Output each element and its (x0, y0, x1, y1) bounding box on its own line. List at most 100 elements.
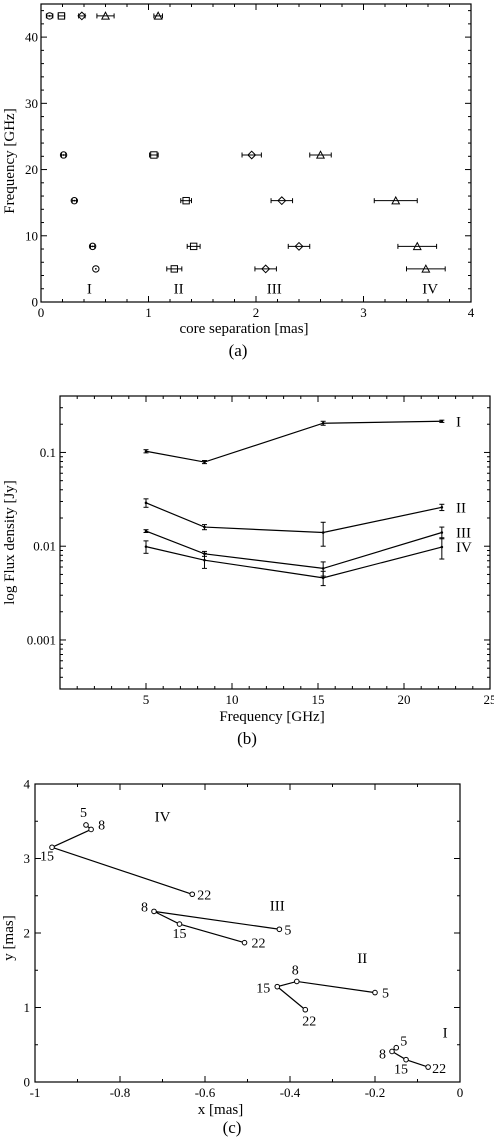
y-tick-label: 10 (25, 228, 38, 243)
x-tick-label: 5 (143, 692, 150, 707)
x-axis-label: core separation [mas] (179, 321, 308, 337)
track-point (176, 921, 183, 927)
data-point-dot (91, 245, 94, 248)
data-point-square (189, 242, 198, 251)
frequency-label: 15 (256, 982, 270, 997)
series-label: II (456, 500, 466, 516)
data-point-circle (92, 265, 100, 273)
frequency-label: 22 (302, 1015, 316, 1030)
frequency-label: 15 (394, 1063, 408, 1078)
frequency-label: 5 (80, 806, 87, 821)
panel-label: (c) (223, 1118, 242, 1137)
track-point (276, 926, 283, 933)
data-point-triangle (391, 195, 401, 205)
track-line (50, 824, 193, 895)
frequency-label: 5 (400, 1035, 407, 1050)
data-point (321, 576, 325, 580)
data-point (321, 567, 325, 570)
region-label: III (267, 281, 282, 297)
track-point (393, 1044, 400, 1051)
x-tick-label: -0.2 (365, 1085, 386, 1100)
data-point-circle (88, 242, 97, 251)
y-tick-label: 3 (24, 851, 31, 866)
data-point-diamond (247, 150, 257, 160)
data-point (440, 419, 444, 423)
x-tick-label: 1 (145, 305, 152, 320)
y-tick-label: 1 (24, 1000, 31, 1015)
x-tick-label: -1 (30, 1085, 41, 1100)
data-point (144, 529, 148, 533)
x-tick-label: 2 (253, 305, 260, 320)
track-point (241, 939, 248, 946)
x-tick-label: 15 (312, 692, 325, 707)
frequency-label: 8 (379, 1047, 386, 1062)
track-point (189, 891, 196, 898)
data-point (321, 421, 325, 425)
x-tick-label: 20 (398, 692, 411, 707)
component-label: I (443, 1025, 448, 1041)
y-tick-label: 0.01 (33, 539, 56, 554)
panel-label: (a) (229, 341, 248, 360)
data-point (144, 501, 148, 505)
y-axis-label: y [mas] (1, 915, 17, 960)
region-label: II (174, 281, 184, 297)
track-point (302, 1006, 309, 1013)
data-point-dot (94, 267, 97, 270)
y-tick-label: 0.1 (40, 445, 56, 460)
data-point-circle (59, 151, 68, 159)
x-tick-label: 3 (360, 305, 367, 320)
x-tick-label: 10 (226, 692, 239, 707)
data-point-circle (45, 12, 54, 20)
track-point (274, 983, 281, 990)
y-tick-label: 4 (24, 777, 31, 792)
x-tick-label: -0.8 (110, 1085, 131, 1100)
series-label: IV (456, 540, 472, 556)
data-point-triangle (412, 241, 422, 251)
track-point (389, 1048, 395, 1055)
track-point (151, 908, 157, 915)
panel-label: (b) (237, 729, 257, 748)
data-point (144, 545, 148, 548)
x-tick-label: 4 (468, 305, 475, 320)
track-point (88, 826, 94, 833)
data-point (440, 506, 444, 509)
y-tick-label: 40 (25, 30, 38, 45)
data-point (203, 525, 206, 529)
data-point-triangle (153, 11, 163, 20)
frequency-label: 22 (197, 888, 211, 903)
frequency-label: 5 (382, 987, 389, 1002)
component-label: II (357, 951, 367, 967)
component-label: IV (155, 809, 171, 825)
track-line (153, 910, 280, 944)
series-label: III (456, 526, 471, 542)
plot-frame (59, 395, 491, 690)
data-point-dot (73, 199, 76, 202)
track-line (275, 980, 376, 1011)
x-tick-label: 25 (484, 692, 494, 707)
data-point (203, 460, 206, 464)
series-line (145, 530, 443, 570)
y-tick-label: 2 (24, 926, 31, 941)
y-tick-label: 0 (32, 295, 39, 310)
frequency-label: 15 (40, 849, 54, 864)
frequency-label: 8 (292, 963, 299, 978)
track-line (390, 1047, 429, 1068)
data-point-square (170, 265, 179, 273)
y-tick-label: 0.001 (27, 632, 56, 647)
track-point (403, 1056, 409, 1063)
y-axis-label: log Flux density [Jy] (2, 480, 18, 605)
x-axis-label: x [mas] (198, 1102, 243, 1118)
component-label: III (270, 899, 285, 915)
x-tick-label: 0 (38, 305, 45, 320)
data-point-triangle (421, 264, 431, 273)
y-tick-label: 20 (25, 162, 38, 177)
x-tick-label: -0.6 (195, 1085, 216, 1100)
data-point-dot (48, 15, 51, 17)
data-point-diamond (77, 11, 87, 21)
data-point-dot (62, 154, 65, 156)
data-point-triangle (315, 150, 326, 159)
data-point (440, 531, 444, 534)
